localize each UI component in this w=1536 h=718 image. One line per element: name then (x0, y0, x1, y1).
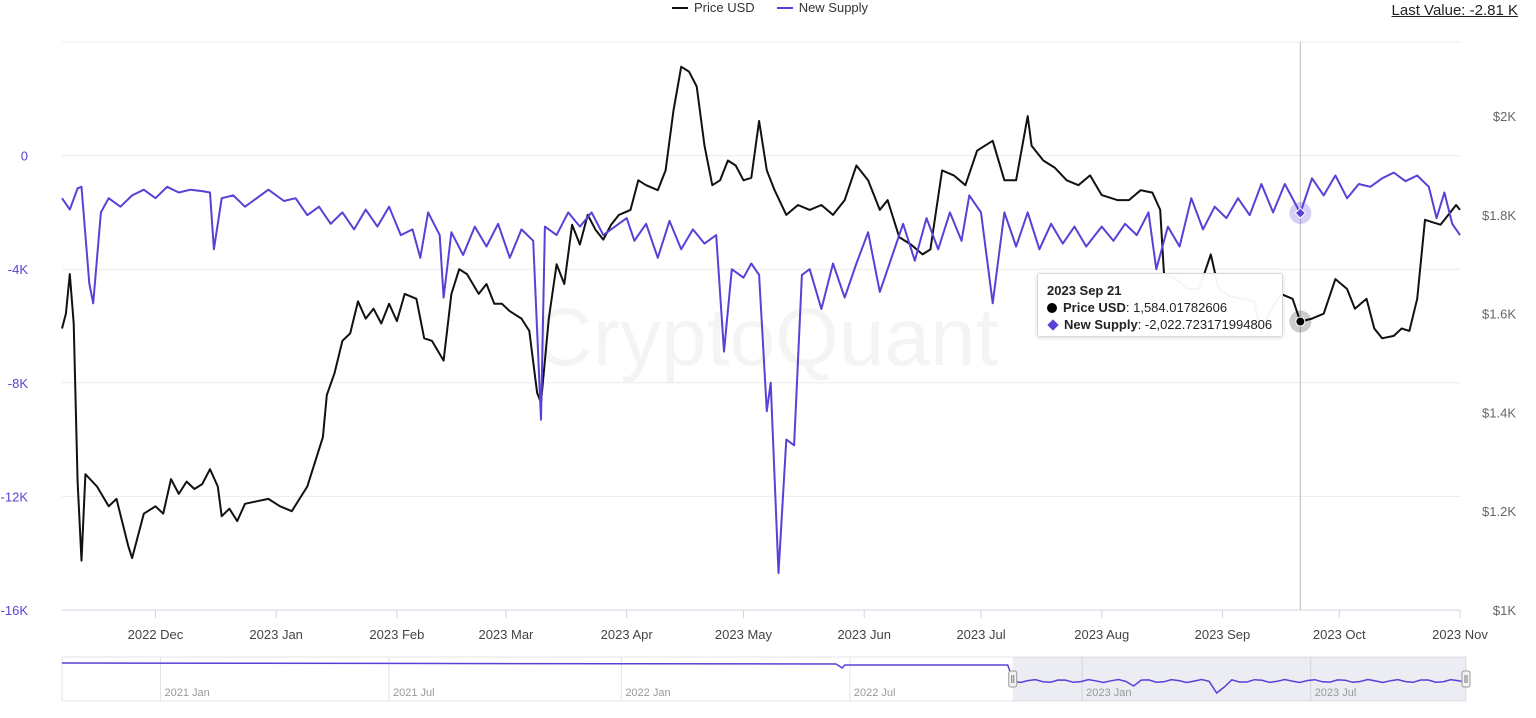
last-value-link[interactable]: Last Value: -2.81 K (1391, 2, 1518, 19)
tooltip-supply-value: : -2,022.723171994806 (1137, 317, 1273, 332)
y-right-tick-label: $2K (1493, 109, 1516, 124)
legend-label-price: Price USD (694, 0, 755, 15)
x-tick-label: 2023 Aug (1074, 627, 1129, 642)
legend-swatch-supply (776, 6, 793, 9)
navigator-series-line (61, 662, 1467, 695)
x-tick-label: 2023 Feb (369, 627, 424, 642)
watermark-logo: CryptoQuant (534, 292, 999, 383)
grid-lines (62, 41, 1460, 611)
navigator-tick-label: 2022 Jan (625, 687, 670, 699)
navigator-tick-label: 2021 Jan (164, 687, 209, 699)
x-tick-label: 2023 Mar (478, 627, 534, 642)
x-tick-label: 2023 Jul (956, 627, 1005, 642)
y-left-tick-label: -12K (1, 489, 29, 504)
x-tick-label: 2023 Jan (249, 627, 303, 642)
y-left-tick-label: -8K (8, 376, 29, 391)
y-axis-left: 0 -4K -8K -12K -16K (1, 149, 29, 618)
tooltip-row-supply: New Supply: -2,022.723171994806 (1047, 316, 1273, 333)
y-right-tick-label: $1.8K (1482, 208, 1516, 223)
hover-tooltip: 2023 Sep 21 Price USD: 1,584.01782606 Ne… (1037, 273, 1283, 337)
legend-label-supply: New Supply (798, 0, 869, 15)
tooltip-diamond-icon (1047, 319, 1059, 331)
x-tick-label: 2022 Dec (128, 627, 184, 642)
navigator-handle-right[interactable] (1461, 670, 1471, 688)
tooltip-date: 2023 Sep 21 (1047, 283, 1122, 298)
y-right-tick-label: $1.2K (1482, 504, 1516, 519)
x-axis: 2022 Dec 2023 Jan 2023 Feb 2023 Mar 2023 Apr… (128, 610, 1488, 642)
y-left-tick-label: 0 (21, 149, 28, 164)
tooltip-dot-icon (1047, 303, 1057, 313)
x-tick-label: 2023 Apr (601, 627, 654, 642)
legend-item-supply[interactable]: New Supply (776, 0, 869, 15)
tooltip-supply-label: New Supply (1064, 317, 1138, 332)
navigator-tick-label: 2023 Jul (1315, 687, 1357, 699)
legend-item-price[interactable]: Price USD (672, 0, 755, 15)
x-tick-label: 2023 Nov (1432, 627, 1488, 642)
y-left-tick-label: -4K (8, 262, 29, 277)
x-tick-label: 2023 Jun (837, 627, 891, 642)
y-right-tick-label: $1K (1493, 603, 1516, 618)
y-right-tick-label: $1.6K (1482, 307, 1516, 322)
legend-swatch-price (672, 6, 688, 9)
series-line-new-supply (61, 171, 1461, 575)
navigator[interactable]: 2021 Jan 2021 Jul 2022 Jan 2022 Jul 2023 Jan… (61, 656, 1471, 702)
navigator-handle-left[interactable] (1008, 670, 1018, 688)
tooltip-row-price: Price USD: 1,584.01782606 (1047, 299, 1273, 316)
y-axis-right: $2K $1.8K $1.6K $1.4K $1.2K $1K (1482, 109, 1516, 618)
y-left-tick-label: -16K (1, 603, 29, 618)
y-right-tick-label: $1.4K (1482, 405, 1516, 420)
x-tick-label: 2023 Oct (1313, 627, 1366, 642)
navigator-tick-label: 2023 Jan (1086, 687, 1131, 699)
x-tick-label: 2023 Sep (1195, 627, 1251, 642)
navigator-tick-label: 2022 Jul (854, 687, 896, 699)
hover-marker-price (1295, 316, 1306, 327)
navigator-tick-label: 2021 Jul (393, 687, 435, 699)
chart-legend: Price USD New Supply (672, 0, 868, 15)
tooltip-price-label: Price USD (1063, 300, 1126, 315)
x-tick-label: 2023 May (715, 627, 773, 642)
hover-crosshair (1289, 42, 1312, 610)
tooltip-price-value: : 1,584.01782606 (1125, 300, 1228, 315)
hover-marker-supply (1294, 207, 1307, 219)
